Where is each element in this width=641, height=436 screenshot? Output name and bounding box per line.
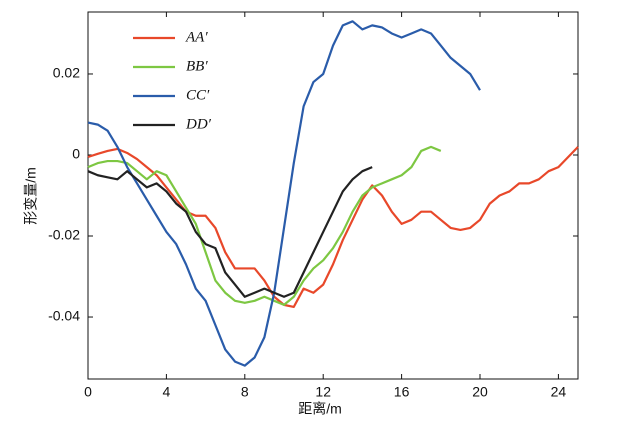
x-tick-label: 24 (551, 384, 567, 400)
data-line (87, 146, 579, 308)
y-tick-label: -0.04 (48, 308, 80, 324)
y-axis-label: 形变量/m (23, 167, 39, 225)
data-line (87, 145, 442, 306)
x-axis-label: 距离/m (298, 401, 342, 417)
y-tick-label: -0.02 (48, 227, 80, 243)
plot-frame (87, 11, 579, 380)
legend-label: AA′ (185, 29, 208, 45)
legend-label: BB′ (186, 58, 208, 74)
legend-label: DD′ (185, 116, 212, 132)
x-tick-label: 8 (241, 384, 249, 400)
y-tick-label: 0 (72, 146, 80, 162)
x-tick-label: 0 (84, 384, 92, 400)
x-tick-label: 20 (472, 384, 488, 400)
y-tick-label: 0.02 (53, 65, 80, 81)
x-tick-label: 16 (394, 384, 410, 400)
x-tick-label: 4 (163, 384, 171, 400)
data-line (87, 166, 373, 298)
x-tick-label: 12 (315, 384, 331, 400)
legend-label: CC′ (186, 87, 210, 103)
data-line (87, 20, 481, 367)
